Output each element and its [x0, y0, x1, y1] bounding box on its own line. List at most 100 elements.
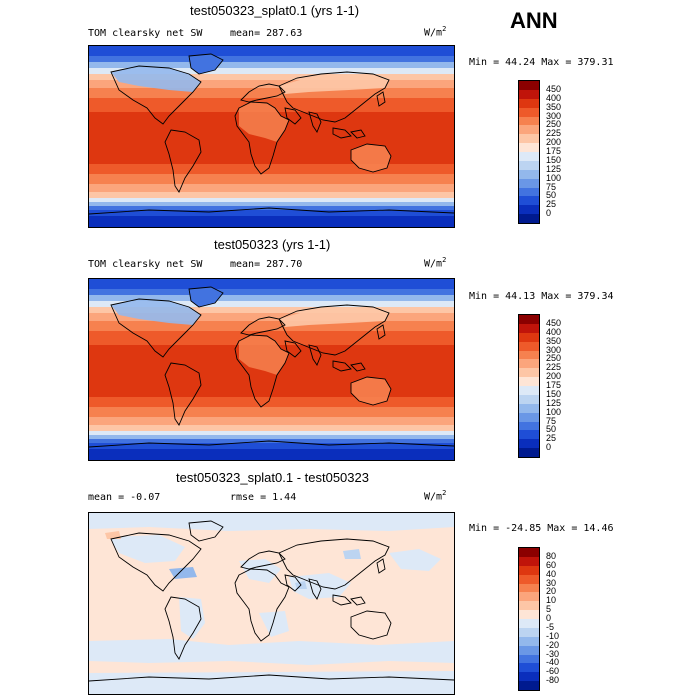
- colorbar-swatch: [519, 556, 539, 566]
- coastline: [110, 298, 202, 358]
- coastline: [188, 286, 224, 308]
- map-band: [89, 301, 454, 307]
- coastline: [350, 129, 366, 139]
- coastline: [110, 65, 202, 125]
- colorbar-tick-label: -30: [546, 648, 560, 659]
- colorbar-tick-label: 0: [546, 613, 552, 623]
- colorbar-tick-label: -40: [546, 657, 560, 668]
- colorbar-tick-label: -10: [546, 630, 560, 641]
- colorbar-tick-label: 300: [546, 110, 562, 121]
- coastline: [188, 520, 224, 542]
- panel2-mean: mean= 287.70: [230, 259, 303, 270]
- colorbar-tick-label: 450: [546, 317, 562, 328]
- coastline: [89, 440, 454, 448]
- panel1-range: Min = 44.24 Max = 379.31: [469, 57, 614, 68]
- panel1-mean: mean= 287.63: [230, 28, 303, 39]
- colorbar-swatch: [519, 160, 539, 170]
- map-band: [89, 289, 454, 295]
- colorbar-tick-label: 175: [546, 146, 562, 156]
- panel3-map: [88, 512, 455, 695]
- coastline: [164, 129, 202, 193]
- coastline: [278, 538, 390, 590]
- coastline: [278, 71, 390, 123]
- map-band: [89, 407, 454, 417]
- colorbar-swatch: [519, 403, 539, 413]
- map-band: [89, 68, 454, 74]
- panel1-variable: TOM clearsky net SW: [88, 28, 203, 39]
- colorbar-tick-label: 50: [546, 190, 557, 201]
- colorbar-swatch: [519, 332, 539, 342]
- map-band: [89, 164, 454, 174]
- colorbar-swatch: [519, 619, 539, 628]
- colorbar-swatch: [519, 412, 539, 422]
- coastline: [89, 674, 454, 682]
- panel2-units: W/m2: [424, 256, 447, 270]
- map-band: [89, 279, 454, 289]
- colorbar-swatch: [519, 681, 539, 690]
- map-band: [89, 397, 454, 407]
- colorbar-swatch: [519, 610, 539, 619]
- colorbar-tick-label: 250: [546, 119, 562, 130]
- panel2-range: Min = 44.13 Max = 379.34: [469, 291, 614, 302]
- map-band: [89, 88, 454, 98]
- coastline: [240, 550, 286, 570]
- colorbar-tick-label: 150: [546, 154, 562, 165]
- coastline: [234, 101, 290, 175]
- colorbar-swatch: [519, 421, 539, 431]
- panel2-title: test050323 (yrs 1-1): [214, 237, 331, 252]
- colorbar-tick-label: 400: [546, 92, 562, 103]
- colorbar-tick-label: -80: [546, 675, 560, 686]
- map-anomaly-region: [179, 597, 205, 639]
- colorbar-tick-label: -60: [546, 666, 560, 677]
- colorbar-swatch: [519, 386, 539, 395]
- colorbar-swatch: [519, 196, 539, 206]
- colorbar-swatch: [519, 187, 539, 197]
- coastline: [240, 316, 286, 336]
- colorbar-swatch: [519, 548, 539, 557]
- colorbar-swatch: [519, 323, 539, 333]
- colorbar-swatch: [519, 368, 539, 378]
- coastline: [350, 610, 392, 640]
- coastline: [350, 376, 392, 406]
- coastline: [278, 304, 390, 356]
- colorbar-swatch: [519, 430, 539, 440]
- coastline: [308, 578, 322, 600]
- map-band: [89, 74, 454, 80]
- map-anomaly-region: [239, 559, 281, 583]
- colorbar-tick-label: -20: [546, 639, 560, 650]
- colorbar-swatch: [519, 214, 539, 223]
- map-anomaly-region: [89, 639, 454, 665]
- colorbar-tick-label: 350: [546, 101, 562, 112]
- colorbar-swatch: [519, 394, 539, 404]
- colorbar-swatch: [519, 636, 539, 646]
- coastline: [350, 596, 366, 606]
- panel3-title: test050323_splat0.1 - test050323: [176, 470, 369, 485]
- map-band: [89, 331, 454, 345]
- colorbar-tick-label: 450: [546, 83, 562, 94]
- panel2-variable: TOM clearsky net SW: [88, 259, 203, 270]
- colorbar-swatch: [519, 169, 539, 179]
- coastline: [164, 362, 202, 426]
- panel3-mean: mean = -0.07: [88, 492, 161, 503]
- colorbar-tick-label: 20: [546, 586, 557, 597]
- map-band: [89, 313, 454, 321]
- colorbar-tick-label: 125: [546, 163, 562, 174]
- coastline: [350, 143, 392, 173]
- colorbar-swatch: [519, 205, 539, 215]
- colorbar-tick-label: 75: [546, 181, 557, 192]
- map-band: [89, 435, 454, 439]
- map-anomaly-region: [89, 513, 454, 531]
- panel3-colorbar: [518, 547, 540, 691]
- colorbar-tick-label: 80: [546, 550, 557, 561]
- coastline: [284, 107, 302, 125]
- colorbar-swatch: [519, 143, 539, 152]
- map-band: [89, 307, 454, 313]
- colorbar-swatch: [519, 645, 539, 655]
- map-band: [89, 431, 454, 435]
- colorbar-tick-label: 60: [546, 559, 557, 570]
- colorbar-swatch: [519, 448, 539, 457]
- colorbar-swatch: [519, 654, 539, 664]
- panel1-colorbar: [518, 80, 540, 224]
- colorbar-tick-label: 100: [546, 406, 562, 417]
- colorbar-tick-label: 350: [546, 335, 562, 346]
